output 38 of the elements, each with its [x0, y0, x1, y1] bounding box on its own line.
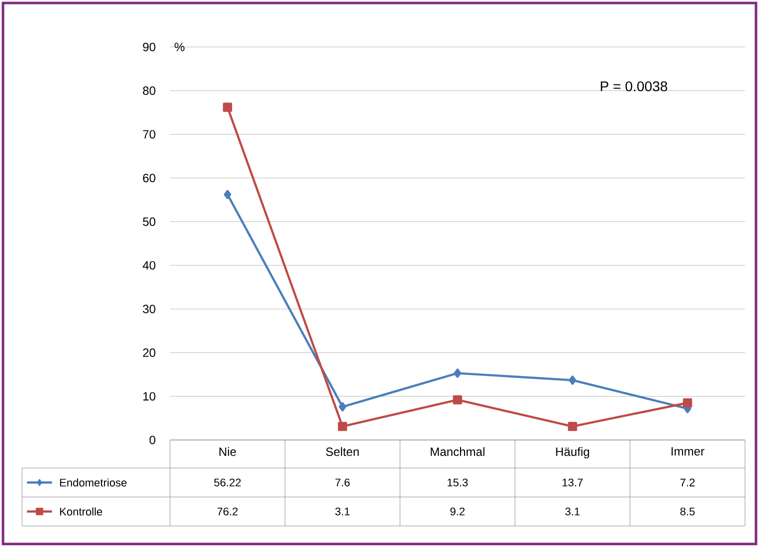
point — [224, 190, 232, 200]
data-label: 7.2 — [680, 478, 695, 486]
data-label: 3.1 — [565, 508, 580, 516]
point — [338, 422, 348, 432]
point — [454, 368, 462, 378]
x-tick-label: Nie — [219, 447, 236, 456]
annotation: P = 0.0038 — [600, 81, 668, 92]
x-tick-label: Immer — [672, 447, 704, 456]
point — [568, 422, 578, 432]
data-label: 7.6 — [335, 478, 350, 486]
y-tick-label: 30 — [142, 304, 156, 314]
y-tick-label: 70 — [143, 130, 156, 139]
y-tick-label: 10 — [143, 392, 156, 401]
y-axis-title: % — [174, 42, 184, 52]
y-tick-label: 80 — [142, 86, 156, 95]
point — [682, 398, 692, 408]
y-tick-label: 40 — [142, 261, 156, 270]
data-label: 3.1 — [335, 508, 350, 516]
data-label: 15.3 — [448, 478, 468, 486]
legend-label: Kontrolle — [60, 507, 102, 516]
data-label: 13.7 — [562, 478, 583, 486]
legend-label: Endometriose — [60, 478, 127, 487]
y-tick-label: 60 — [143, 174, 156, 182]
point — [452, 395, 462, 404]
point — [338, 402, 346, 412]
y-tick-label: 90 — [143, 42, 156, 52]
x-tick-label: Häufig — [556, 447, 590, 458]
y-tick-label: 20 — [143, 348, 156, 357]
y-tick-label: 0 — [150, 436, 156, 444]
x-tick-label: Manchmal — [430, 447, 484, 456]
data-label: 8.5 — [680, 508, 695, 516]
point — [222, 102, 232, 112]
x-tick-label: Selten — [326, 447, 359, 456]
data-label: 56.22 — [214, 478, 241, 486]
data-label: 76.2 — [217, 508, 238, 516]
data-label: 9.2 — [450, 508, 465, 516]
y-tick-label: 50 — [142, 217, 156, 226]
point — [568, 376, 576, 385]
